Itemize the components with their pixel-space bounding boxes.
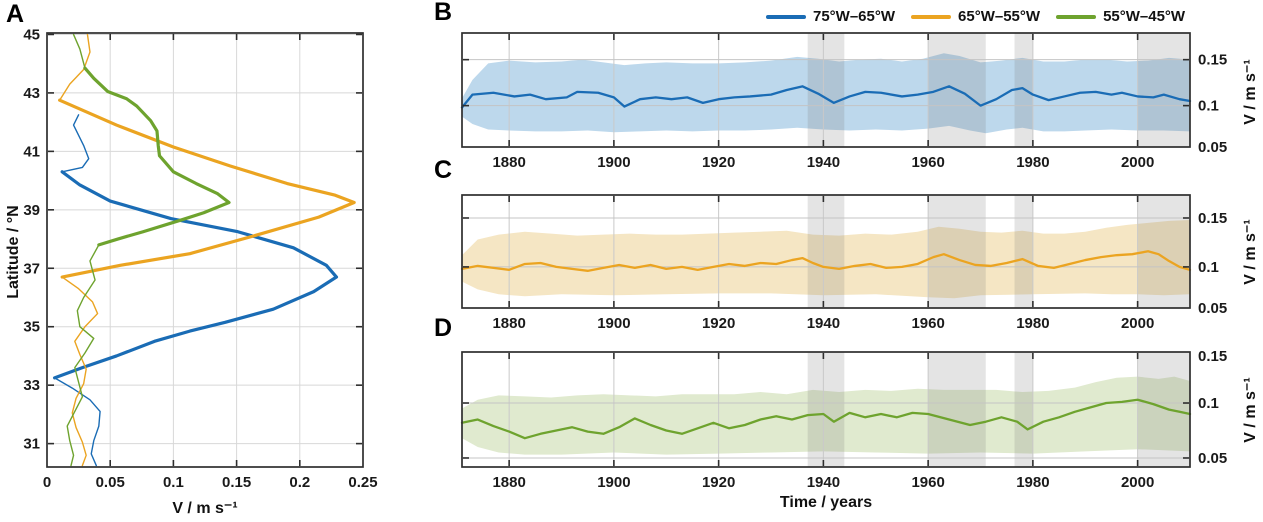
highlight-period [1137, 352, 1190, 467]
svg-text:1960: 1960 [911, 474, 944, 491]
svg-text:39: 39 [23, 202, 40, 219]
svg-text:41: 41 [23, 143, 40, 160]
svg-text:0.25: 0.25 [348, 474, 377, 491]
svg-text:1940: 1940 [807, 474, 840, 491]
svg-text:33: 33 [23, 377, 40, 394]
y-axis-label-panel-c: V / m s⁻¹ [1242, 219, 1259, 285]
svg-text:1940: 1940 [807, 154, 840, 171]
svg-text:43: 43 [23, 85, 40, 102]
timeseries-line [460, 250, 1192, 272]
highlight-period [807, 352, 845, 467]
legend-label: 55°W–45°W [1103, 8, 1186, 25]
legend-line-icon [911, 14, 952, 19]
panel-letter-b: B [434, 0, 453, 26]
svg-text:0.1: 0.1 [1198, 395, 1219, 412]
legend-line-icon [1056, 14, 1097, 19]
y-axis-label-panel-a: Latitude / °N [5, 205, 22, 299]
svg-text:1900: 1900 [597, 315, 630, 332]
svg-text:1960: 1960 [911, 154, 944, 171]
y-axis-label-panel-b: V / m s⁻¹ [1242, 59, 1259, 125]
panel-letter-d: D [434, 314, 453, 342]
panel-letter-c: C [434, 156, 453, 184]
profile-line [58, 33, 91, 101]
profile-line [52, 170, 339, 380]
svg-text:1940: 1940 [807, 315, 840, 332]
highlight-period [807, 33, 845, 147]
svg-text:0.15: 0.15 [1198, 52, 1227, 69]
svg-text:1900: 1900 [597, 474, 630, 491]
profile-line [58, 98, 356, 279]
svg-text:1920: 1920 [702, 154, 735, 171]
svg-text:2000: 2000 [1121, 474, 1154, 491]
uncertainty-band [462, 53, 1190, 134]
svg-text:45: 45 [23, 26, 40, 43]
profile-line [53, 377, 101, 467]
timeseries-line [460, 398, 1192, 440]
svg-text:0.2: 0.2 [289, 474, 310, 491]
svg-text:1980: 1980 [1016, 154, 1049, 171]
svg-text:0.05: 0.05 [1198, 450, 1227, 467]
uncertainty-band [462, 219, 1190, 299]
profile-line [66, 244, 100, 467]
svg-text:1880: 1880 [492, 315, 525, 332]
profile-line [72, 33, 86, 69]
svg-text:1980: 1980 [1016, 474, 1049, 491]
highlight-period [928, 352, 986, 467]
svg-text:35: 35 [23, 319, 40, 336]
svg-text:1960: 1960 [911, 315, 944, 332]
highlight-period [928, 195, 986, 308]
svg-text:0.1: 0.1 [1198, 98, 1219, 115]
svg-text:0.15: 0.15 [222, 474, 251, 491]
svg-text:1920: 1920 [702, 315, 735, 332]
svg-text:2000: 2000 [1121, 315, 1154, 332]
svg-text:1900: 1900 [597, 154, 630, 171]
svg-text:0.1: 0.1 [1198, 259, 1219, 276]
svg-text:1920: 1920 [702, 474, 735, 491]
svg-text:31: 31 [23, 436, 40, 453]
svg-text:0.05: 0.05 [96, 474, 125, 491]
panel-letter-a: A [6, 0, 25, 28]
svg-text:1880: 1880 [492, 154, 525, 171]
profile-line [83, 66, 231, 247]
svg-text:0.15: 0.15 [1198, 348, 1227, 365]
timeseries-line [460, 85, 1192, 109]
legend-label: 65°W–55°W [958, 8, 1041, 25]
svg-text:0.15: 0.15 [1198, 210, 1227, 227]
svg-text:1880: 1880 [492, 474, 525, 491]
highlight-period [1014, 352, 1033, 467]
legend-item: 75°W–65°W [766, 8, 895, 25]
svg-text:0.1: 0.1 [163, 474, 184, 491]
legend-item: 55°W–45°W [1056, 8, 1185, 25]
legend-item: 65°W–55°W [911, 8, 1040, 25]
profile-line [61, 276, 99, 467]
svg-text:0.05: 0.05 [1198, 300, 1227, 317]
x-axis-label-time: Time / years [779, 494, 873, 511]
svg-text:1980: 1980 [1016, 315, 1049, 332]
highlight-period [1137, 33, 1190, 147]
legend-label: 75°W–65°W [813, 8, 896, 25]
highlight-period [807, 195, 845, 308]
svg-text:0.05: 0.05 [1198, 139, 1227, 156]
svg-text:0: 0 [43, 474, 51, 491]
legend: 75°W–65°W 65°W–55°W 55°W–45°W [766, 8, 1185, 25]
svg-text:2000: 2000 [1121, 154, 1154, 171]
highlight-period [1014, 195, 1033, 308]
x-axis-label-panel-a: V / m s⁻¹ [172, 500, 238, 517]
y-axis-label-panel-d: V / m s⁻¹ [1242, 377, 1259, 443]
profile-line [61, 114, 90, 173]
svg-text:37: 37 [23, 260, 40, 277]
legend-line-icon [766, 14, 806, 19]
